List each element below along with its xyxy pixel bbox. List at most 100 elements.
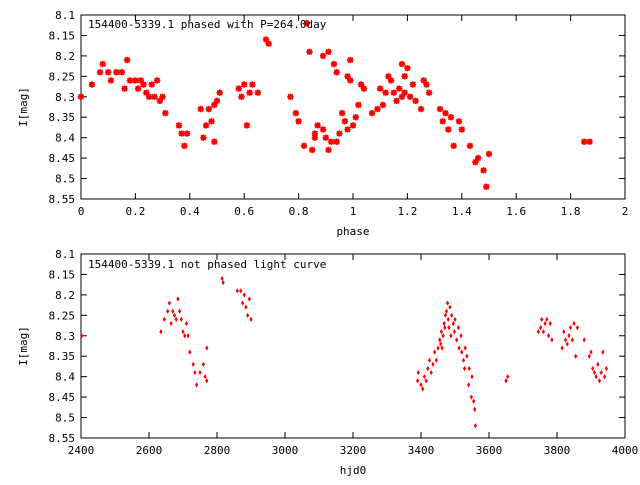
data-point xyxy=(449,333,453,339)
data-point xyxy=(235,85,242,92)
data-point xyxy=(445,300,450,306)
data-point xyxy=(390,89,397,96)
y-tick-label: 8.4 xyxy=(55,371,75,384)
data-point xyxy=(586,138,593,145)
data-point xyxy=(151,93,158,100)
data-point xyxy=(216,89,223,96)
data-point xyxy=(178,308,182,314)
data-point xyxy=(575,325,579,331)
data-point xyxy=(211,138,218,145)
data-point xyxy=(460,349,464,355)
data-point xyxy=(325,48,332,55)
data-point xyxy=(246,312,250,318)
data-point xyxy=(456,325,460,331)
data-point xyxy=(200,134,207,141)
data-point xyxy=(118,69,125,76)
y-tick-label: 8.55 xyxy=(49,432,76,445)
data-point xyxy=(319,52,327,60)
data-point xyxy=(311,130,319,137)
data-point xyxy=(330,60,338,68)
data-point xyxy=(188,349,192,355)
x-tick-label: 1.2 xyxy=(397,205,417,218)
data-point xyxy=(473,406,477,412)
data-point xyxy=(352,114,359,121)
data-point xyxy=(319,126,327,133)
x-tick-label: 1 xyxy=(350,205,357,218)
data-point xyxy=(422,374,426,380)
data-point xyxy=(398,60,406,68)
data-point xyxy=(569,325,573,331)
y-tick-label: 8.2 xyxy=(55,50,75,63)
data-point xyxy=(587,353,591,359)
data-point xyxy=(377,85,384,92)
data-point xyxy=(347,77,354,84)
data-point xyxy=(211,101,218,109)
data-point xyxy=(570,337,574,343)
data-point xyxy=(162,316,166,323)
data-point xyxy=(262,36,270,43)
axis-ticks: 2400 2600 2800 3000 3200 3400 3600 3800 4000 8.1 8… xyxy=(49,248,639,457)
data-point xyxy=(181,329,185,335)
data-point xyxy=(379,101,387,109)
data-point xyxy=(401,73,408,80)
data-point xyxy=(442,109,449,117)
data-point xyxy=(426,365,430,372)
data-point xyxy=(550,337,554,343)
data-point xyxy=(246,89,253,96)
data-point xyxy=(546,333,551,339)
data-point xyxy=(124,56,131,64)
x-tick-label: 3000 xyxy=(272,444,299,457)
data-point xyxy=(333,69,340,76)
data-point xyxy=(156,97,164,105)
data-point xyxy=(452,329,456,335)
data-point xyxy=(208,118,215,125)
data-point xyxy=(349,122,357,129)
data-point xyxy=(243,122,251,129)
data-point xyxy=(433,349,437,355)
data-point xyxy=(134,85,142,92)
data-point xyxy=(448,304,452,310)
data-point xyxy=(77,93,85,100)
data-point xyxy=(254,89,261,96)
x-tick-label: 0.6 xyxy=(234,205,254,218)
data-point xyxy=(341,118,349,125)
data-point xyxy=(425,89,433,96)
data-point xyxy=(417,105,425,113)
y-tick-label: 8.35 xyxy=(49,350,76,363)
data-point xyxy=(463,345,467,351)
x-tick-label: 3200 xyxy=(340,444,367,457)
data-point xyxy=(540,316,544,323)
data-point xyxy=(374,105,381,113)
data-point xyxy=(183,130,191,137)
data-point xyxy=(205,105,213,113)
data-point xyxy=(333,138,340,145)
data-point xyxy=(506,374,510,380)
data-point xyxy=(543,320,547,327)
data-point xyxy=(429,369,433,376)
data-point xyxy=(567,333,571,339)
y-tick-label: 8.3 xyxy=(55,91,75,104)
data-point xyxy=(539,325,543,331)
data-point xyxy=(241,81,248,88)
data-point xyxy=(451,320,455,327)
data-point xyxy=(462,365,467,372)
data-point xyxy=(235,288,239,294)
data-points xyxy=(80,275,608,429)
y-tick-label: 8.55 xyxy=(49,193,76,206)
data-point xyxy=(99,60,106,68)
data-point xyxy=(436,105,444,113)
data-point xyxy=(201,361,205,367)
data-point xyxy=(563,337,568,343)
data-point xyxy=(440,345,444,351)
data-point xyxy=(186,333,190,339)
x-tick-label: 0 xyxy=(78,205,85,218)
data-point xyxy=(434,357,438,363)
data-point xyxy=(574,353,578,359)
y-tick-label: 8.15 xyxy=(49,29,76,42)
data-point xyxy=(439,329,443,335)
data-point xyxy=(213,97,221,105)
data-point xyxy=(599,369,603,376)
data-point xyxy=(548,320,552,327)
data-point xyxy=(311,134,319,141)
